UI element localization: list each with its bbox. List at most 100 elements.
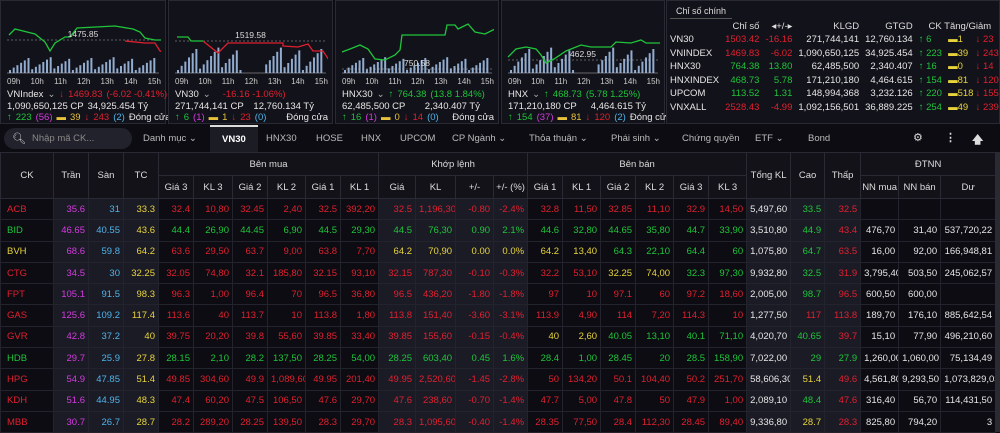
up-arrow-icon: ↑: [175, 112, 180, 123]
time-label: 14h: [457, 77, 471, 86]
table-row[interactable]: HPG 54.9 47.85 51.4 49.85 304,60 49.9 1,089,60 4…: [0, 368, 997, 391]
table-row[interactable]: KDH 51.6 44.95 48.3 47.4 60,20 47.5 106,50 47.6 2…: [0, 389, 997, 412]
indices-row[interactable]: VNINDEX 1469.83 -6.02 1,090,650,125 34,925.4…: [667, 47, 1000, 61]
table-row[interactable]: FPT 105.1 91.5 98.3 96.3 1,00 96.4 70 96.5 36,80 9…: [0, 283, 997, 306]
index-gtgd: 3,232.126: [870, 88, 913, 100]
tab-cpngnh[interactable]: CP Ngành ⌄: [452, 133, 507, 144]
bid-vol-3-cell: 29,50: [193, 240, 233, 263]
stock-symbol[interactable]: FPT: [0, 283, 54, 306]
time-label: 11h: [554, 77, 568, 86]
search-input[interactable]: 🔍︎ Nhập mã CK...: [4, 128, 132, 149]
foreign-sell-cell: 1,060,00: [898, 347, 942, 370]
time-label: 15h: [646, 77, 660, 86]
flat-icon: ▬: [557, 112, 568, 123]
scrollbar[interactable]: [995, 152, 1000, 432]
bid-vol-3-cell: 26,90: [193, 219, 233, 242]
match-price-cell: 32.15: [378, 261, 417, 285]
tab-thathun[interactable]: Thỏa thuận ⌄: [529, 133, 588, 144]
ask-vol-2-cell: 60: [635, 283, 675, 306]
index-panel-hnx30[interactable]: 750.58 09h 10h 11h 12h 13h 14h 15h HNX30 ⌄ ↑ 764.38…: [335, 0, 499, 124]
chevron-down-icon[interactable]: ⌄: [532, 89, 541, 100]
tab-hnx[interactable]: HNX: [361, 133, 382, 144]
index-panel-hnx[interactable]: 462.95 09h 10h 11h 12h 13h 14h 15h HNX ⌄ ↑ 468.73 (5…: [501, 0, 672, 124]
indices-row[interactable]: VNXALL 2528.43 -4.99 1,092,156,501 36,889.22…: [667, 101, 1000, 115]
index-value: 1469.83: [725, 47, 760, 59]
indices-row[interactable]: UPCOM 113.52 1.31 148,994,368 3,232.126 ↑ 220…: [667, 87, 1000, 101]
table-row[interactable]: HDB 29.7 25.9 27.8 28.15 2,10 28.2 137,50 28.25 5…: [0, 347, 997, 370]
index-value: 2528.43: [725, 101, 760, 113]
table-row[interactable]: GAS 125.6 109.2 117.4 113.6 40 113.7 10 113.8 1,8…: [0, 304, 997, 327]
table-row[interactable]: GVR 42.8 37.2 40 39.75 20,20 39.8 55,60 39.85 33,…: [0, 325, 997, 349]
stock-symbol[interactable]: HDB: [0, 347, 54, 370]
stock-symbol[interactable]: KDH: [0, 389, 54, 412]
change-cell: 0.45: [455, 347, 495, 370]
down-arrow-icon: ↓: [975, 101, 983, 113]
tab-etf[interactable]: ETF ⌄: [755, 133, 784, 144]
bid-vol-1-cell: 33,40: [339, 325, 380, 349]
reference-cell: 43.6: [123, 219, 159, 242]
table-row[interactable]: CTG 34.5 30 32.25 32.05 74,80 32.1 185,80 32.15 9…: [0, 261, 997, 285]
gear-icon[interactable]: ⚙: [913, 132, 923, 144]
more-vertical-icon[interactable]: ⋮: [945, 132, 956, 144]
index-name: HNX30: [670, 61, 701, 73]
stock-symbol[interactable]: BVH: [0, 240, 54, 263]
floor-cell: 44.95: [88, 389, 124, 412]
chevron-down-icon[interactable]: ⌄: [376, 89, 385, 100]
tab-danhmc[interactable]: Danh mục ⌄: [143, 133, 197, 144]
bid-price-2-cell: 47.5: [232, 389, 268, 412]
index-panel-vn30[interactable]: 1519.58 09h 10h 11h 12h 13h 14h 15h VN30 ⌄ -16.16 …: [168, 0, 333, 124]
stock-symbol[interactable]: CTG: [0, 261, 54, 285]
table-row[interactable]: MBB 30.7 26.7 28.7 28.2 289,20 28.25 139,50 28.3…: [0, 410, 997, 433]
indices-row[interactable]: HNX30 764.38 13.80 62,485,500 2,340.407 ↑ 16 ▬…: [667, 60, 1000, 74]
arrow-up-icon[interactable]: 🡅: [972, 134, 984, 146]
ask-price-1-cell: 28.4: [527, 347, 564, 370]
match-price-cell: 49.95: [378, 368, 417, 391]
match-price-cell: 113.8: [378, 304, 417, 327]
bid-vol-3-cell: 1,00: [193, 283, 233, 306]
change-cell: -1.45: [455, 368, 495, 391]
header-ck[interactable]: CK: [0, 152, 54, 199]
tab-upcom[interactable]: UPCOM: [400, 133, 436, 144]
change-cell: -0.70: [455, 389, 495, 412]
table-row[interactable]: BVH 68.6 59.8 64.2 63.6 29,50 63.7 9,00 63.8 7,70…: [0, 240, 997, 263]
stock-symbol[interactable]: GAS: [0, 304, 54, 327]
tab-bond[interactable]: Bond: [808, 133, 831, 144]
stock-symbol[interactable]: MBB: [0, 410, 54, 433]
time-label: 13h: [100, 77, 114, 86]
unchanged-count: 39: [70, 112, 81, 123]
foreign-sell-cell: 56,70: [898, 389, 942, 412]
tab-vn30[interactable]: VN30: [210, 125, 258, 152]
chevron-down-icon[interactable]: ⌄: [202, 89, 211, 100]
indices-row[interactable]: VN30 1503.42 -16.16 271,744,141 12,760.134 ↑ …: [667, 33, 1000, 47]
ask-price-2-cell: 114: [600, 304, 637, 327]
reference-cell: 40: [123, 325, 159, 349]
index-panel-vnindex[interactable]: 1475.85 09h 10h 11h 12h 13h 14h 15h VNIndex ⌄ ↓ 146…: [0, 0, 171, 124]
stock-symbol[interactable]: BID: [0, 219, 54, 242]
match-vol-cell: 238,60: [415, 389, 457, 412]
indices-row[interactable]: HNXINDEX 468.73 5.78 171,210,180 4,464.615 ↑ …: [667, 74, 1000, 88]
main-indices-tab[interactable]: Chỉ số chính: [670, 4, 733, 19]
tab-chngquyn[interactable]: Chứng quyền: [682, 133, 740, 144]
time-axis: 09h 10h 11h 12h 13h 14h 15h: [175, 77, 328, 86]
advances: 154: [926, 74, 942, 86]
total-vol-cell: 1,277,50: [746, 304, 792, 327]
total-vol-cell: 2,089,10: [746, 389, 792, 412]
high-cell: 51.4: [790, 368, 826, 391]
declines: 155: [982, 88, 999, 100]
low-cell: 32.5: [824, 197, 862, 221]
chevron-down-icon[interactable]: ⌄: [47, 89, 56, 100]
search-placeholder: Nhập mã CK...: [31, 133, 95, 144]
low-cell: 113.8: [824, 304, 862, 327]
stock-symbol[interactable]: GVR: [0, 325, 54, 349]
stock-symbol[interactable]: HPG: [0, 368, 54, 391]
bid-price-1-cell: 49.95: [305, 368, 341, 391]
tab-phisinh[interactable]: Phái sinh ⌄: [611, 133, 661, 144]
table-row[interactable]: ACB 35.6 31 33.3 32.4 10,80 32.45 2,40 32.5 392,2…: [0, 197, 997, 221]
ask-price-3-cell: 40.1: [673, 325, 710, 349]
stock-symbol[interactable]: ACB: [0, 197, 54, 221]
table-row[interactable]: BID 46.65 40.55 43.6 44.4 26,90 44.45 6,90 44.5 2…: [0, 219, 997, 242]
tab-hnx30[interactable]: HNX30: [266, 133, 297, 144]
change-cell: -0.80: [455, 197, 495, 221]
indices-header: KLGD: [833, 20, 860, 32]
tab-hose[interactable]: HOSE: [316, 133, 343, 144]
